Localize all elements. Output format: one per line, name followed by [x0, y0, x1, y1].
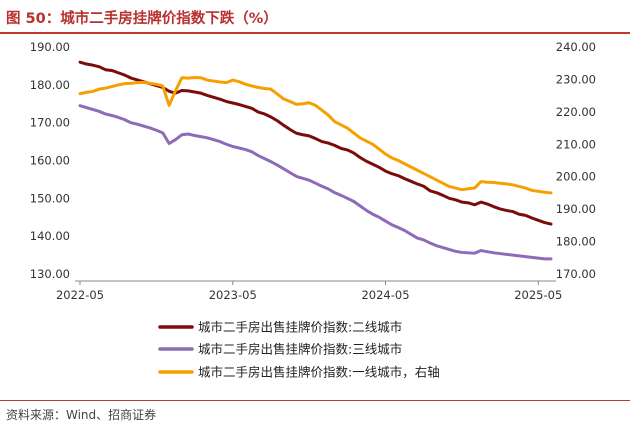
bottom-rule [0, 400, 630, 401]
axes: 2022-05 2023-05 2024-05 2025-05 130.00 140.00… [30, 40, 596, 302]
left-y-tick-label: 190.00 [30, 40, 70, 54]
legend-item-2nd-tier: 城市二手房出售挂牌价指数:二线城市 [158, 320, 402, 335]
top-rule [0, 32, 630, 34]
left-y-tick-label: 160.00 [30, 154, 70, 168]
source-note: 资料来源：Wind、招商证券 [6, 408, 157, 422]
figure-title: 图 50：城市二手房挂牌价指数下跌（%） [6, 11, 278, 27]
x-tick-label: 2025-05 [514, 288, 562, 302]
right-y-tick-label: 240.00 [556, 40, 596, 54]
legend-label: 城市二手房出售挂牌价指数:三线城市 [198, 342, 402, 357]
x-tick-label: 2022-05 [56, 288, 104, 302]
line-chart: 2022-05 2023-05 2024-05 2025-05 130.00 140.00… [30, 40, 596, 380]
x-tick-label: 2023-05 [209, 288, 257, 302]
left-y-tick-label: 140.00 [30, 229, 70, 243]
right-y-tick-label: 180.00 [556, 235, 596, 249]
right-y-tick-label: 210.00 [556, 137, 596, 151]
right-y-tick-label: 220.00 [556, 105, 596, 119]
series-line-1st-tier [78, 75, 553, 195]
legend: 城市二手房出售挂牌价指数:二线城市城市二手房出售挂牌价指数:三线城市城市二手房出… [158, 320, 440, 380]
left-y-tick-label: 150.00 [30, 191, 70, 205]
legend-item-1st-tier: 城市二手房出售挂牌价指数:一线城市，右轴 [158, 365, 440, 380]
legend-label: 城市二手房出售挂牌价指数:二线城市 [198, 320, 402, 335]
legend-label: 城市二手房出售挂牌价指数:一线城市，右轴 [198, 365, 440, 380]
left-y-tick-label: 170.00 [30, 116, 70, 130]
series-line-2nd-tier [78, 60, 553, 226]
right-y-tick-label: 200.00 [556, 170, 596, 184]
left-y-tick-label: 180.00 [30, 78, 70, 92]
right-y-tick-label: 230.00 [556, 72, 596, 86]
right-y-tick-label: 190.00 [556, 202, 596, 216]
x-tick-label: 2024-05 [361, 288, 409, 302]
series-line-3rd-tier [78, 104, 553, 261]
right-y-tick-label: 170.00 [556, 267, 596, 281]
left-y-tick-label: 130.00 [30, 267, 70, 281]
series-layer [78, 60, 553, 261]
legend-item-3rd-tier: 城市二手房出售挂牌价指数:三线城市 [158, 342, 402, 357]
